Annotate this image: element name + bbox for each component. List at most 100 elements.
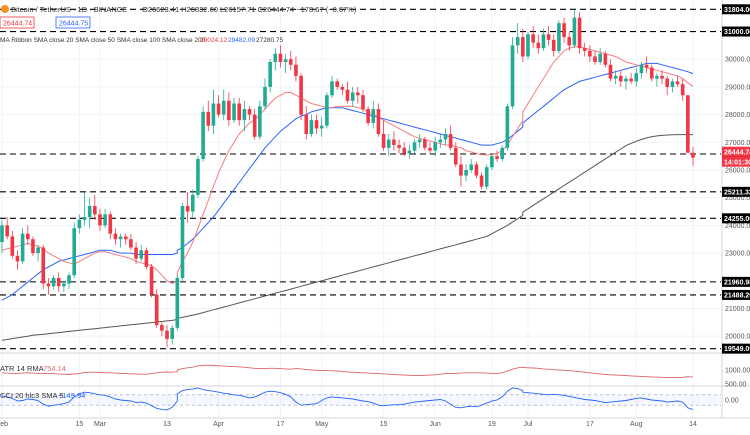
x-tick-label: 15 — [380, 421, 388, 428]
candle-body — [619, 75, 623, 82]
candle-body — [510, 45, 515, 107]
candle-body — [15, 255, 20, 262]
candle-body — [216, 103, 221, 115]
ask-price-box[interactable] — [55, 16, 91, 29]
candle-body — [51, 278, 56, 287]
candle-body — [108, 214, 113, 234]
candle-body — [402, 147, 407, 154]
candle-body — [551, 39, 556, 51]
chart-header: Bitcoin / TetherUS · 1D · BINANCE O26623… — [0, 5, 357, 400]
last-price-tag — [722, 146, 750, 157]
y-tick-label: 20000.00 — [725, 334, 750, 341]
bid-price-box[interactable] — [0, 16, 35, 29]
pane-separators — [0, 0, 750, 419]
candle-body — [134, 247, 138, 259]
atr-tick-label: 500.00 — [725, 382, 747, 389]
candle-body — [453, 147, 458, 165]
candle-body — [98, 214, 102, 226]
x-tick-label: Jun — [430, 421, 441, 428]
x-tick-label: Apr — [213, 421, 225, 428]
last-price-label: 26444.74 — [724, 149, 750, 156]
candle-body — [593, 56, 597, 62]
candle-body — [644, 64, 649, 68]
candle-body — [392, 139, 396, 146]
x-tick-label: 17 — [586, 421, 594, 428]
level-tag-label: 21488.20 — [724, 293, 750, 300]
y-tick-label: 24000.00 — [725, 223, 750, 230]
candle-body — [655, 75, 659, 79]
candle-body — [474, 164, 479, 176]
candle-body — [206, 111, 211, 126]
candle-body — [139, 250, 144, 259]
candle-body — [237, 103, 242, 121]
candle-body — [165, 330, 169, 339]
candle-body — [190, 194, 195, 212]
candle-body — [273, 53, 278, 62]
candle-body — [624, 78, 628, 82]
level-tag — [722, 26, 750, 37]
candle-body — [582, 48, 587, 51]
candle-body — [423, 139, 427, 148]
candle-body — [495, 156, 499, 159]
x-tick-label: 19 — [488, 421, 496, 428]
x-tick-label: May — [315, 421, 329, 428]
candle-body — [129, 239, 133, 248]
candle-body — [345, 89, 350, 101]
candle-body — [433, 142, 437, 151]
candle-body — [20, 233, 25, 262]
level-tag-label: 31000.00 — [724, 29, 750, 36]
candle-body — [417, 139, 422, 143]
level-tag — [722, 289, 750, 300]
candle-body — [649, 67, 654, 79]
candle-body — [62, 283, 66, 287]
moving-averages — [1, 46, 694, 341]
candle-body — [5, 225, 9, 237]
candle-body — [438, 139, 443, 143]
symbol-title: Bitcoin / TetherUS · 1D · BINANCE — [11, 5, 127, 14]
candle-body — [541, 34, 546, 49]
ask-price: 26444.75 — [59, 21, 88, 28]
candle-body — [93, 206, 97, 215]
candle-body — [258, 106, 262, 137]
candle-body — [634, 73, 639, 82]
candle-body — [211, 103, 216, 126]
y-tick-label: 23000.00 — [725, 251, 750, 258]
candle-body — [283, 59, 288, 62]
candle-body — [366, 109, 370, 123]
candle-body — [77, 219, 82, 229]
countdown-tag — [722, 156, 750, 167]
candle-body — [443, 134, 448, 140]
candle-body — [397, 145, 401, 148]
candle-body — [314, 120, 319, 129]
candle-body — [31, 239, 35, 254]
candle-body — [665, 78, 670, 87]
candle-body — [10, 236, 15, 256]
atr-value: 754.14 — [43, 364, 66, 373]
x-tick-label: Jul — [524, 421, 533, 428]
candle-body — [603, 53, 608, 65]
candle-body — [386, 139, 391, 148]
candle-body — [221, 100, 226, 115]
candle-body — [562, 23, 566, 38]
candle-body — [598, 53, 602, 62]
candle-body — [340, 86, 345, 90]
candle-body — [304, 114, 309, 134]
x-tick-label: 13 — [163, 421, 171, 428]
level-tag-label: 25211.32 — [724, 189, 750, 196]
price-axis[interactable]: 20000.0021000.0022000.0023000.0024000.00… — [722, 4, 750, 405]
y-tick-label: 26000.00 — [725, 168, 750, 175]
candle-body — [325, 95, 329, 126]
candle-body — [299, 75, 303, 115]
cci-label: CCI 20 hlc3 SMA 5 — [0, 391, 63, 400]
candle-body — [691, 152, 695, 158]
atr-pane — [1, 364, 694, 379]
candle-body — [567, 37, 572, 46]
candle-body — [356, 92, 360, 96]
candle-body — [350, 92, 355, 101]
candle-body — [118, 236, 123, 240]
time-axis[interactable]: Feb 15 Mar 13 Apr 17 May 15 Jun 19 Jul 17 Aug 14 — [0, 421, 697, 428]
candle-body — [521, 37, 525, 57]
